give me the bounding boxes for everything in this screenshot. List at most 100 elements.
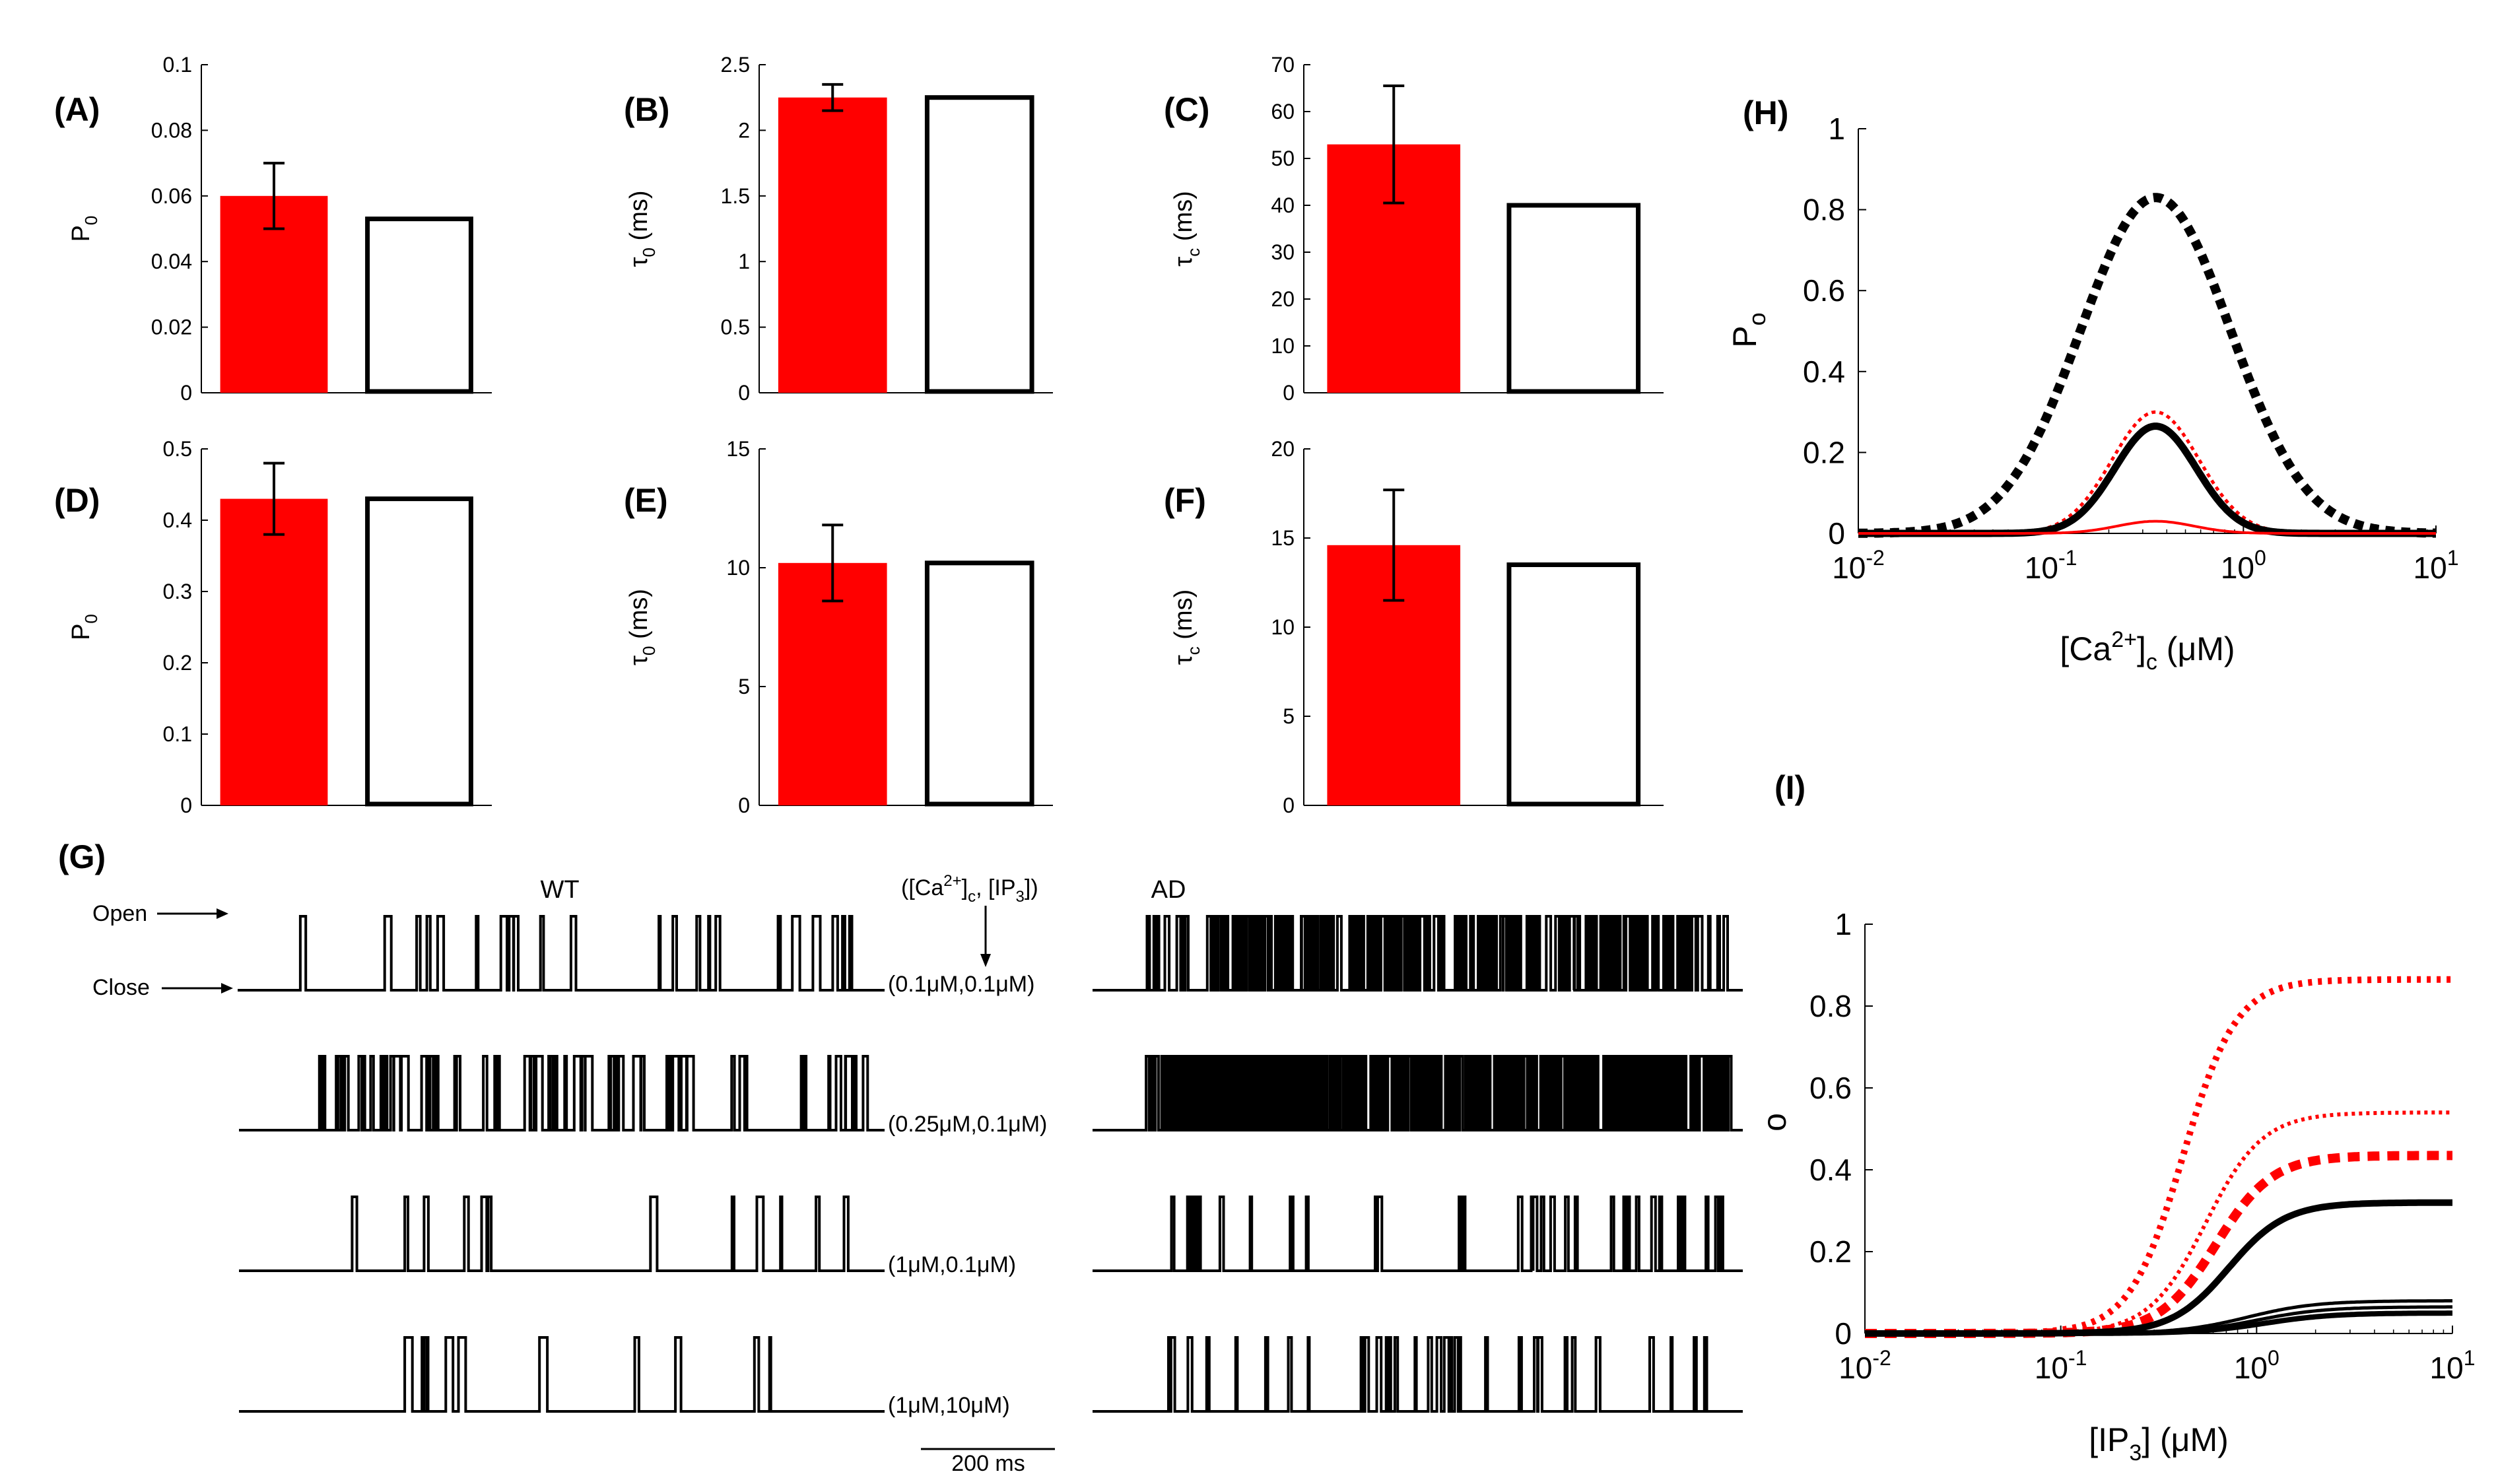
wt-trace-row	[239, 1336, 885, 1413]
series-black-solid-thin-3	[1865, 1310, 2452, 1336]
y-axis-label-main: τ	[1170, 257, 1198, 267]
condition-header-sub1: c	[968, 888, 976, 906]
x-tick-exp: -2	[1866, 546, 1884, 570]
open-label: Open	[92, 901, 147, 926]
x-tick-label: 100	[2234, 1346, 2279, 1385]
x-tick-label: 101	[2414, 546, 2459, 585]
x-tick-base: 10	[1832, 551, 1866, 585]
x-axis-label-b: ]	[2137, 630, 2146, 667]
y-axis-label-main: τ	[625, 257, 653, 267]
y-tick-label: 0	[1283, 381, 1295, 405]
y-tick-label: 0.2	[163, 651, 192, 675]
y-tick-label: 0.4	[163, 508, 192, 532]
y-tick-label: 1	[1828, 112, 1845, 146]
y-tick-label: 0.8	[1809, 989, 1852, 1023]
series-red-dashed-thick	[1865, 1151, 2452, 1338]
scale-bar-label: 200 ms	[951, 1451, 1025, 1476]
y-axis-label-main: P	[67, 225, 95, 242]
x-axis-label-a: [IP	[2089, 1421, 2129, 1458]
y-axis-label: τc (ms)	[1170, 191, 1203, 267]
x-tick-base: 10	[1839, 1351, 1872, 1385]
y-tick-label: 0	[738, 381, 750, 405]
bar-chart-d: 00.10.20.30.40.5P0	[67, 437, 492, 817]
y-tick-label: 30	[1271, 240, 1295, 264]
ad-trace-row	[1093, 915, 1743, 992]
wt-trace-row	[239, 1196, 885, 1272]
y-tick-label: 0.4	[1803, 354, 1845, 389]
x-axis-label: [IP3] (μM)	[2089, 1421, 2229, 1466]
x-axis-label-b: ] (μM)	[2142, 1421, 2229, 1458]
y-tick-label: 10	[1271, 334, 1295, 358]
x-tick-label: 100	[2221, 546, 2266, 585]
y-tick-label: 5	[1283, 704, 1295, 728]
y-axis-label-sub: c	[1184, 646, 1203, 655]
channel-traces: WT AD Open Close ([Ca2+]c, [IP3]) 200 ms…	[92, 872, 1743, 1476]
y-tick-label: 60	[1271, 100, 1295, 123]
y-tick-label: 5	[738, 675, 750, 698]
trace-condition-label: (0.25μM,0.1μM)	[888, 1112, 1047, 1137]
y-tick-label: 0	[738, 793, 750, 817]
y-axis-label: τ0 (ms)	[625, 190, 659, 267]
y-tick-label: 0	[180, 381, 192, 405]
close-arrowhead-icon	[221, 983, 233, 994]
bar-chart-c: 0 10 20 30 40 50 60 70 τc (ms)	[1170, 53, 1664, 405]
y-tick-label: 0	[1283, 793, 1295, 817]
y-tick-label: 1	[1835, 907, 1852, 941]
y-axis-label-sub: 0	[81, 216, 101, 225]
y-tick-label: 0.5	[163, 437, 192, 461]
condition-header-d: ])	[1025, 875, 1038, 900]
bar-ad	[778, 562, 887, 805]
y-axis-label-sub: 0	[639, 248, 659, 257]
bar-wt	[924, 560, 1034, 807]
bar-chart-f: 0 5 10 15 20 τc (ms)	[1170, 437, 1664, 817]
x-tick-exp: -1	[2058, 546, 2077, 570]
y-axis-label-main: P	[1726, 325, 1763, 347]
x-tick-base: 10	[2221, 551, 2254, 585]
y-tick-label: 1	[738, 250, 750, 273]
x-axis-label: [Ca2+]c (μM)	[2060, 627, 2235, 675]
x-tick-base: 10	[2035, 1351, 2068, 1385]
y-tick-label: 10	[1271, 615, 1295, 639]
condition-header-c: , [IP	[976, 875, 1015, 900]
condition-header-sub2: 3	[1016, 888, 1025, 906]
x-tick-label: 10-2	[1839, 1346, 1891, 1385]
y-tick-label: 0.06	[151, 184, 192, 208]
y-axis-label: o	[1756, 1113, 1793, 1131]
y-axis-label: τ0 (ms)	[625, 589, 659, 665]
x-tick-base: 10	[2234, 1351, 2268, 1385]
panel-label-f: (F)	[1164, 482, 1206, 519]
ad-trace-row	[1093, 1336, 1743, 1413]
y-tick-label: 10	[726, 556, 750, 580]
y-tick-label: 0	[1828, 516, 1845, 551]
y-axis-label: P0	[67, 614, 101, 640]
x-axis-label-sub: c	[2146, 650, 2157, 675]
y-tick-label: 0.5	[721, 316, 750, 339]
condition-arrowhead-icon	[980, 954, 991, 967]
y-tick-label: 2	[738, 118, 750, 142]
wt-trace-row	[239, 1055, 885, 1131]
bar-wt	[365, 496, 473, 807]
y-axis-label-main: τ	[1170, 655, 1198, 665]
x-tick-base: 10	[2025, 551, 2058, 585]
panel-label-e: (E)	[624, 482, 668, 519]
x-axis-label-a: [Ca	[2060, 630, 2111, 667]
x-tick-label: 10-2	[1832, 546, 1885, 585]
bar-chart-e: 0 5 10 15 τ0 (ms)	[625, 437, 1053, 817]
close-label: Close	[92, 975, 150, 1000]
y-tick-label: 0.02	[151, 316, 192, 339]
x-tick-exp: -2	[1872, 1346, 1891, 1370]
x-tick-exp: -1	[2068, 1346, 2087, 1370]
y-axis-label-unit: (ms)	[625, 190, 653, 248]
y-axis-label: P0	[67, 216, 101, 242]
x-axis-label-sup: 2+	[2111, 627, 2137, 652]
y-tick-label: 50	[1271, 147, 1295, 170]
series-black-solid-thin-1	[1865, 1299, 2452, 1335]
panel-label-h: (H)	[1743, 94, 1788, 131]
panel-label-d: (D)	[54, 482, 100, 519]
bar-chart-b: 00.511.522.5τ0 (ms)	[625, 53, 1053, 405]
y-tick-label: 15	[726, 437, 750, 461]
y-axis-label-sub: c	[1184, 248, 1203, 257]
panel-label-b: (B)	[624, 91, 669, 128]
x-tick-exp: 1	[2447, 546, 2459, 570]
